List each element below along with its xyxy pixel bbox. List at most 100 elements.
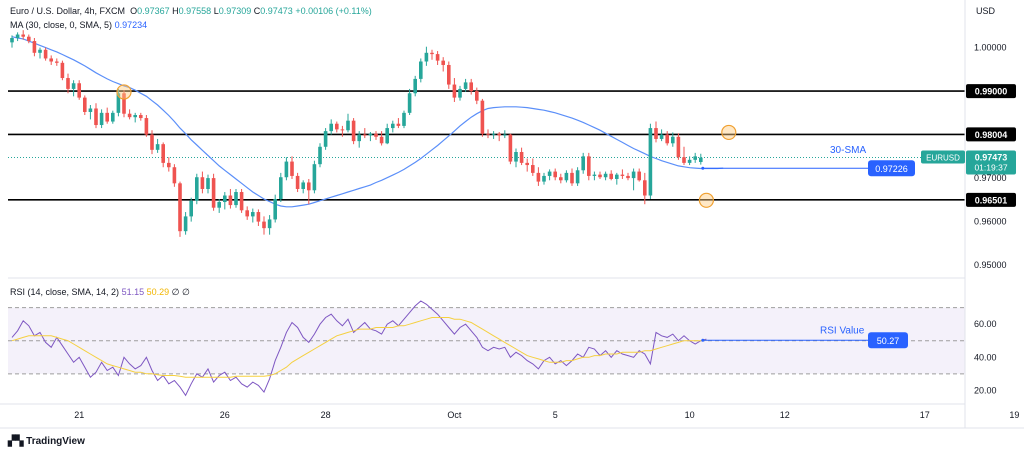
candle-body xyxy=(99,112,104,126)
candle-body xyxy=(251,212,255,217)
candle-body xyxy=(161,144,165,163)
candle-body xyxy=(458,88,462,98)
candle-body xyxy=(441,60,445,65)
candle-body xyxy=(94,108,98,126)
time-tick-label: 26 xyxy=(220,410,230,420)
candle-body xyxy=(55,61,59,63)
symbol-name-tag xyxy=(921,150,965,164)
level-price-label: 0.98004 xyxy=(975,130,1008,140)
candle-body xyxy=(654,128,658,139)
candle-body xyxy=(363,134,367,136)
ma-line xyxy=(11,36,724,208)
rsi-legend-tail: ∅ ∅ xyxy=(171,287,190,297)
candle-body xyxy=(122,93,126,114)
time-tick-label: 10 xyxy=(685,410,695,420)
candle-body xyxy=(575,170,580,184)
sma-callout-value: 0.97226 xyxy=(875,164,908,174)
candle-body xyxy=(139,115,143,119)
candle-body xyxy=(447,64,451,85)
price-tick-label: 0.97000 xyxy=(974,173,1007,183)
candle-body xyxy=(10,38,14,43)
symbol-header: Euro / U.S. Dollar, 4h, FXCM O0.97367 H0… xyxy=(10,6,372,16)
rsi-legend[interactable]: RSI (14, close, SMA, 14, 2) 51.15 50.29 … xyxy=(10,287,190,298)
candle-body xyxy=(223,195,227,203)
candle-body xyxy=(284,161,289,178)
open-value: 0.97367 xyxy=(137,6,170,16)
candle-body xyxy=(307,182,311,191)
candle-body xyxy=(155,144,160,150)
candle-body xyxy=(234,192,238,206)
candle-body xyxy=(424,52,429,62)
candle-body xyxy=(413,78,417,94)
candle-body xyxy=(648,128,653,196)
candle-body xyxy=(279,177,283,199)
candle-body xyxy=(66,78,70,89)
open-label: O xyxy=(130,6,138,16)
candle-body xyxy=(687,159,692,163)
candle-body xyxy=(592,174,597,176)
candle-body xyxy=(419,61,423,79)
candle-body xyxy=(570,172,574,184)
close-value: 0.97473 xyxy=(260,6,293,16)
tradingview-logo[interactable]: ▞▚ TradingView xyxy=(8,436,85,447)
ma-legend-label: MA (30, close, 0, SMA, 5) xyxy=(10,20,113,30)
candle-body xyxy=(368,133,373,136)
candle-body xyxy=(88,108,93,112)
candle-body xyxy=(346,120,350,131)
candle-body xyxy=(38,49,42,53)
touch-marker-circle xyxy=(116,84,132,100)
candle-body xyxy=(116,93,121,113)
price-tick-label: 1.00000 xyxy=(974,43,1007,53)
symbol-title[interactable]: Euro / U.S. Dollar, 4h, FXCM xyxy=(10,6,126,16)
candle-body xyxy=(335,123,339,130)
candle-body xyxy=(71,83,76,89)
candle-body xyxy=(211,178,216,208)
candle-body xyxy=(536,172,541,182)
sma-callout-dot xyxy=(701,166,705,170)
tradingview-logo-text: TradingView xyxy=(26,436,85,447)
candle-body xyxy=(676,136,681,158)
axes[interactable]: 1.000000.990000.980000.970000.960000.950… xyxy=(0,0,1024,429)
candle-body xyxy=(318,146,322,165)
candle-body xyxy=(267,219,272,229)
candle-body xyxy=(626,175,630,179)
close-label: C xyxy=(253,6,261,16)
circle-markers xyxy=(116,84,737,208)
candle-body xyxy=(452,84,457,98)
time-tick-label: 19 xyxy=(1009,410,1019,420)
candle-body xyxy=(312,164,317,191)
level-price-label: 0.99000 xyxy=(975,87,1008,97)
candle-body xyxy=(178,183,182,232)
candle-body xyxy=(430,52,434,55)
candle-body xyxy=(301,182,305,189)
candle-body xyxy=(631,171,636,179)
candle-body xyxy=(105,112,109,122)
candle-body xyxy=(273,198,277,220)
time-tick-label: Oct xyxy=(447,410,462,420)
level-price-tag xyxy=(966,84,1016,99)
time-tick-label: 21 xyxy=(74,410,84,420)
candle-body xyxy=(519,152,524,163)
candle-body xyxy=(553,171,557,178)
level-price-label: 0.96501 xyxy=(975,195,1008,205)
candle-body xyxy=(643,180,647,196)
candle-body xyxy=(195,177,199,201)
candle-body xyxy=(245,210,249,217)
candle-body xyxy=(469,82,473,92)
candle-body xyxy=(620,174,625,176)
candle-body xyxy=(351,120,356,142)
candle-body xyxy=(127,113,132,118)
price-tick-label: 0.96000 xyxy=(974,217,1007,227)
candle-body xyxy=(603,173,608,178)
candle-body xyxy=(693,156,697,160)
candle-body xyxy=(262,221,266,229)
ma-legend[interactable]: MA (30, close, 0, SMA, 5) 0.97234 xyxy=(10,20,147,30)
candles xyxy=(10,30,703,237)
candle-body xyxy=(559,177,563,181)
candle-body xyxy=(391,123,395,129)
rsi-callout-dot xyxy=(701,338,705,342)
candle-body xyxy=(200,177,205,189)
rsi-line xyxy=(11,300,707,397)
candle-body xyxy=(340,129,345,131)
